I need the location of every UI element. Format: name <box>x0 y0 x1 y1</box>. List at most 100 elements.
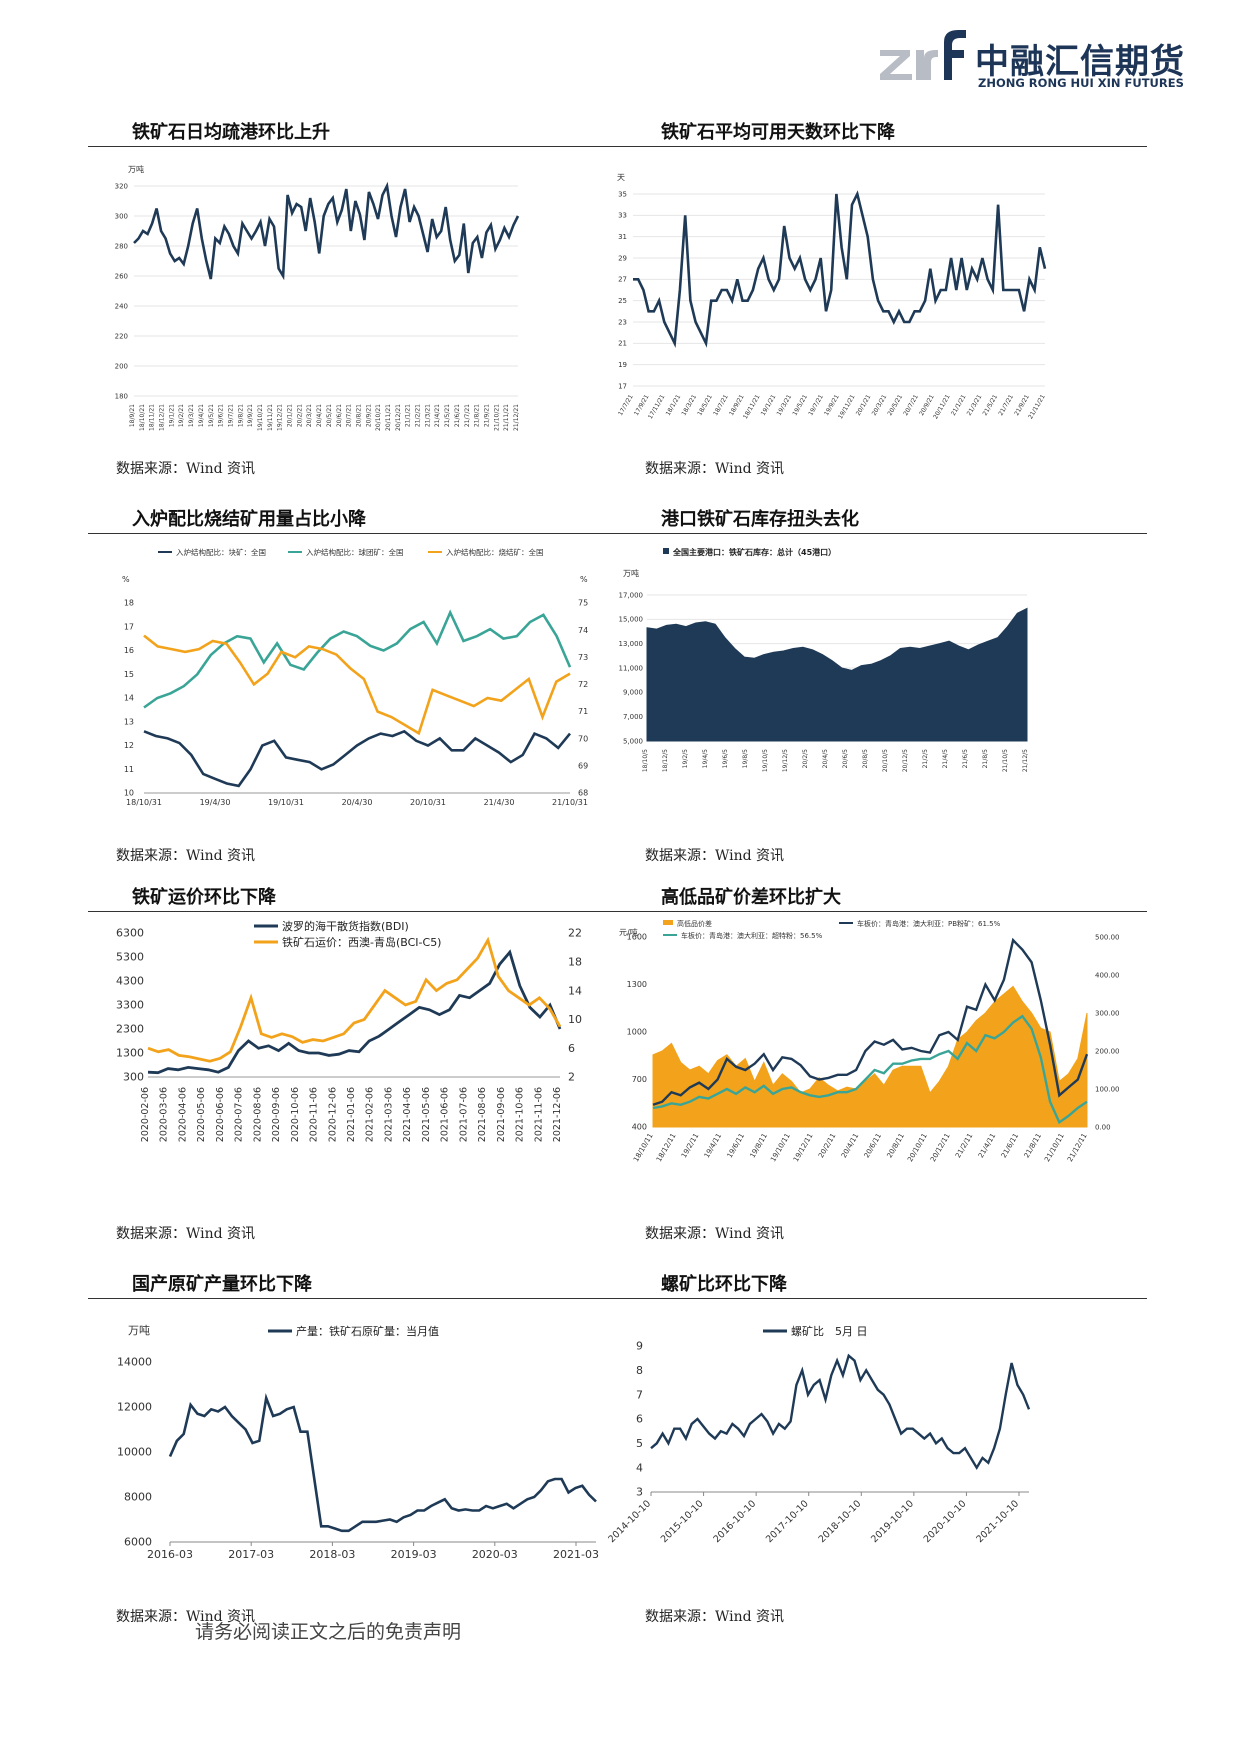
y-right-tick-label: 2 <box>568 1071 575 1084</box>
x-tick-label: 19/10/5 <box>762 749 769 772</box>
legend-label: 螺矿比 5月 日 <box>791 1325 868 1338</box>
y-left-tick-label: 16 <box>124 646 134 655</box>
y-tick-label: 31 <box>618 233 627 241</box>
x-tick-label: 21/1/21 <box>405 404 412 427</box>
x-tick-label: 20/6/21 <box>336 404 343 427</box>
x-tick-label: 19/4/5 <box>702 749 709 768</box>
chart-port-iron-ore-inventory: 全国主要港口：铁矿石库存：总计（45港口） 万吨 5,000 7,000 9,000 11… <box>619 547 1030 772</box>
panel-divider <box>617 146 1147 147</box>
legend-label: 铁矿石运价：西澳-青岛(BCI-C5) <box>282 935 441 949</box>
y-right-tick-label: 0.00 <box>1095 1123 1111 1131</box>
x-tick-label: 18/10/31 <box>126 798 162 807</box>
x-tick-label: 20/6/11 <box>863 1132 883 1159</box>
x-tick-label: 2021-08-06 <box>477 1087 488 1142</box>
y-tick-label: 23 <box>618 318 627 326</box>
x-tick-label: 19/4/11 <box>703 1132 723 1159</box>
y-left-tick-label: 1300 <box>116 1047 144 1060</box>
y-tick-label: 3 <box>636 1486 643 1499</box>
y-left-unit: % <box>122 575 130 584</box>
x-tick-label: 2019-03 <box>391 1548 437 1561</box>
panel-divider <box>617 533 1147 534</box>
x-tick-label: 18/12/21 <box>159 404 166 431</box>
y-tick-label: 5 <box>636 1437 643 1450</box>
panel-divider <box>88 146 618 147</box>
y-right-tick-label: 73 <box>578 653 588 662</box>
x-tick-label: 20/4/21 <box>316 404 323 427</box>
y-left-tick-label: 300 <box>123 1071 144 1084</box>
series-line <box>143 729 572 788</box>
panel-divider <box>617 911 1147 912</box>
y-tick-label: 9 <box>636 1340 643 1353</box>
x-tick-label: 19/1/21 <box>168 404 175 427</box>
y-tick-label: 200 <box>115 362 128 370</box>
x-tick-label: 2017-03 <box>228 1548 274 1561</box>
series-line <box>143 609 572 709</box>
x-tick-label: 21/12/5 <box>1022 749 1029 772</box>
x-tick-label: 2021-06-06 <box>440 1087 451 1142</box>
x-tick-label: 20/12/21 <box>395 404 402 431</box>
x-tick-label: 2020-08-06 <box>252 1087 263 1142</box>
x-tick-label: 21/10/31 <box>552 798 588 807</box>
y-tick-label: 9,000 <box>623 689 643 697</box>
x-tick-label: 21/7/21 <box>464 404 471 427</box>
legend-label: 车板价：青岛港：澳大利亚：PB粉矿：61.5% <box>857 919 1001 928</box>
x-tick-label: 20/5/21 <box>326 404 333 427</box>
y-left-tick-label: 12 <box>124 741 134 750</box>
y-left-tick-label: 700 <box>632 1075 647 1084</box>
y-right-tick-label: 22 <box>568 927 582 940</box>
y-tick-label: 11,000 <box>619 664 644 672</box>
x-tick-label: 20/12/5 <box>902 749 909 772</box>
y-tick-label: 6 <box>636 1413 643 1426</box>
x-tick-label: 20/7/21 <box>346 404 353 427</box>
x-tick-label: 2020-02-06 <box>140 1087 151 1142</box>
x-tick-label: 21/2/21 <box>415 404 422 427</box>
y-right-tick-label: 72 <box>578 680 588 689</box>
y-tick-label: 17,000 <box>619 591 644 599</box>
y-right-tick-label: 100.00 <box>1095 1085 1120 1093</box>
x-tick-label: 21/8/11 <box>1023 1132 1043 1159</box>
x-tick-label: 19/4/30 <box>200 798 231 807</box>
y-axis-unit: 万吨 <box>623 568 639 578</box>
x-tick-label: 20/4/11 <box>840 1132 860 1159</box>
y-tick-label: 13,000 <box>619 640 644 648</box>
y-tick-label: 10000 <box>117 1446 152 1459</box>
x-tick-label: 21/12/11 <box>1066 1132 1089 1163</box>
data-source: 数据来源：Wind 资讯 <box>645 1226 785 1242</box>
x-tick-label: 21/8/5 <box>982 749 989 768</box>
x-tick-label: 21/11/21 <box>503 404 510 431</box>
y-tick-label: 8000 <box>124 1491 152 1504</box>
series-line <box>652 937 1089 1106</box>
y-right-tick-label: 69 <box>578 762 588 771</box>
y-tick-label: 35 <box>618 190 627 198</box>
x-tick-label: 2020-04-06 <box>177 1087 188 1142</box>
data-source: 数据来源：Wind 资讯 <box>116 848 256 864</box>
x-tick-label: 21/5/21 <box>444 404 451 427</box>
x-tick-label: 2018-03 <box>309 1548 355 1561</box>
x-tick-label: 2020-03-06 <box>159 1087 170 1142</box>
y-tick-label: 300 <box>115 212 128 220</box>
y-right-tick-label: 75 <box>578 599 588 608</box>
y-left-tick-label: 15 <box>124 670 134 679</box>
y-right-tick-label: 74 <box>578 626 588 635</box>
x-tick-label: 21/4/30 <box>484 798 515 807</box>
x-tick-label: 20/4/30 <box>342 798 373 807</box>
y-left-tick-label: 2300 <box>116 1023 144 1036</box>
y-right-unit: % <box>580 575 588 584</box>
y-left-tick-label: 1600 <box>627 933 647 942</box>
x-tick-label: 2016-10-10 <box>711 1498 758 1545</box>
x-tick-label: 2020-05-06 <box>196 1087 207 1142</box>
x-tick-label: 19/2/5 <box>682 749 689 768</box>
y-axis-unit: 万吨 <box>128 164 144 174</box>
series-line <box>168 1393 597 1533</box>
x-tick-label: 2021-03 <box>553 1548 599 1561</box>
x-tick-label: 2020-06-06 <box>215 1087 226 1142</box>
x-tick-label: 19/11/21 <box>267 404 274 431</box>
logo-chinese-name: 中融汇信期货 <box>975 42 1185 82</box>
zrf-logo-mark <box>880 30 966 80</box>
x-tick-label: 2021-05-06 <box>421 1087 432 1142</box>
x-tick-label: 2020-09-06 <box>271 1087 282 1142</box>
y-right-tick-label: 18 <box>568 955 582 968</box>
x-tick-label: 21/4/11 <box>977 1132 997 1159</box>
series-area <box>652 985 1088 1128</box>
